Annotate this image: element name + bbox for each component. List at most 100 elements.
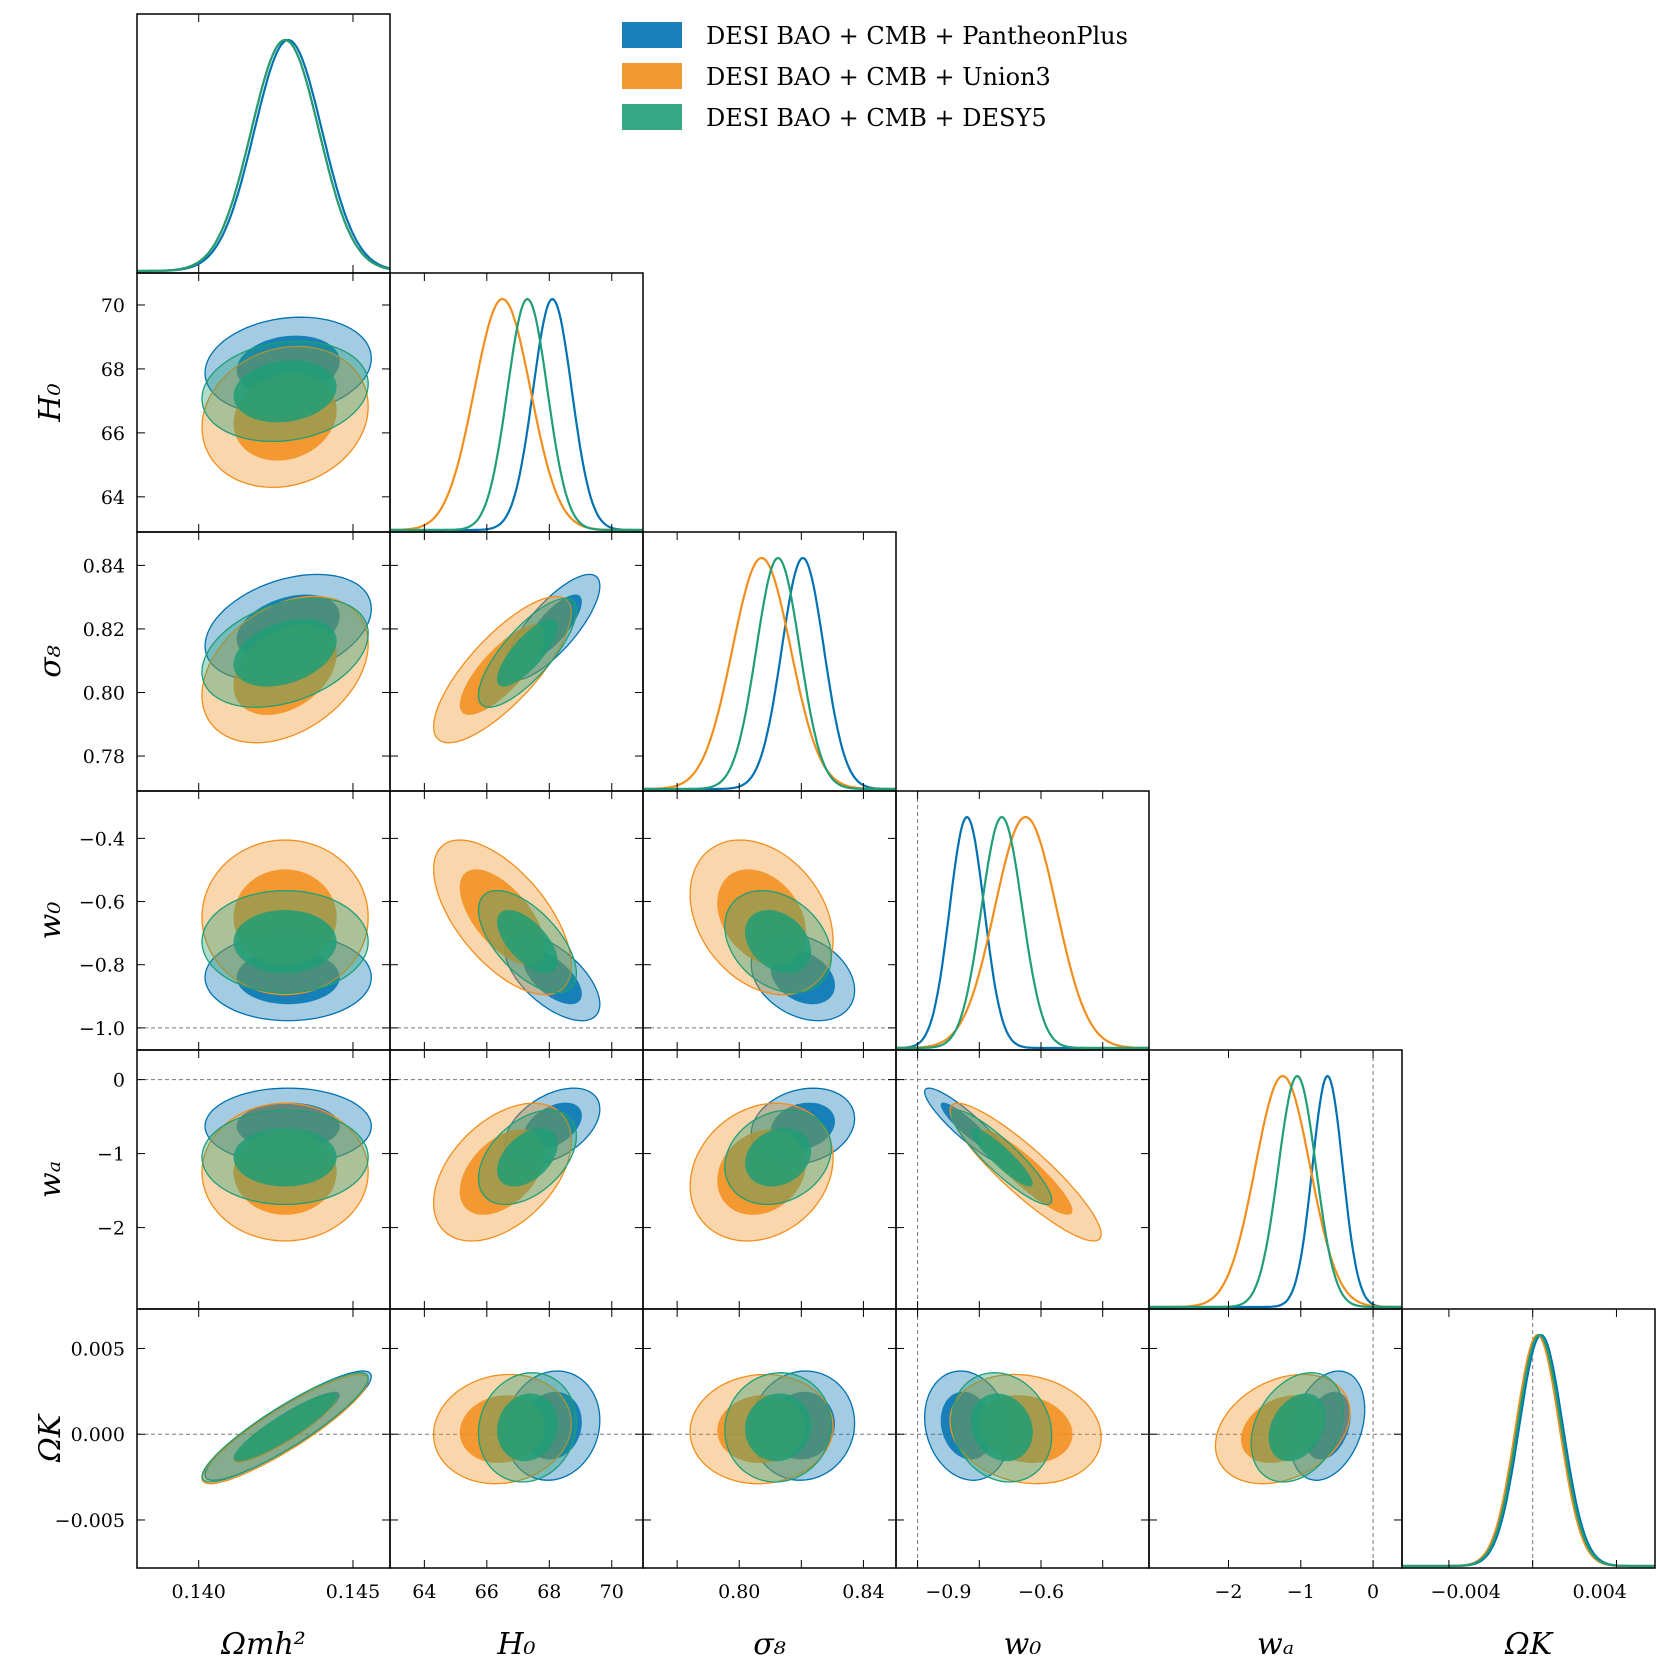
x-tick-label: 0.145 [326,1581,380,1603]
panel-Ok-vs-wa [1149,1309,1402,1568]
marginal-curve [1402,1333,1655,1568]
x-tick-label: 0.004 [1573,1581,1627,1603]
y-tick-label: −0.6 [79,892,125,914]
y-tick-label: 70 [101,295,125,317]
marginal-curve [1402,1333,1655,1568]
y-axis-title-H0: H₀ [33,383,68,422]
legend-label: DESI BAO + CMB + PantheonPlus [706,22,1128,50]
contour-68 [970,1128,1033,1187]
y-tick-label: −0.005 [55,1510,125,1532]
legend-label: DESI BAO + CMB + Union3 [706,63,1051,91]
y-tick-label: 0 [113,1070,125,1092]
x-axis-title-H0: H₀ [496,1627,535,1660]
contour-68 [233,1128,337,1187]
y-axis-title-Ok: ΩK [33,1413,68,1463]
panel-Ok-vs-s8 [643,1370,896,1485]
x-axis-title-s8: σ₈ [753,1627,786,1660]
x-tick-label: 0.80 [718,1581,760,1603]
panel-s8-vs-s8 [643,556,896,791]
panel-s8-vs-omh2 [201,573,372,744]
x-tick-label: 64 [412,1581,436,1603]
x-tick-label: 68 [537,1581,561,1603]
panel-wa-vs-w0 [896,1050,1149,1309]
panel-Ok-vs-w0 [896,1309,1149,1568]
y-tick-label: −1 [97,1144,125,1166]
contour-68 [497,1393,558,1462]
y-tick-label: 0.005 [71,1338,125,1360]
panel-Ok-vs-omh2 [137,1370,390,1485]
x-tick-label: −0.6 [1018,1581,1064,1603]
panel-frame [642,531,897,792]
marginal-curve [896,815,1149,1050]
marginal-curve [1149,1074,1402,1309]
y-tick-label: 0.78 [83,746,125,768]
y-axis-title-s8: σ₈ [33,645,68,678]
panel-w0-vs-s8 [643,839,896,1029]
contour-68 [233,618,337,687]
panel-w0-vs-H0 [390,839,643,1029]
contour-68 [233,360,337,423]
contour-68 [1268,1393,1326,1462]
y-tick-label: −0.4 [79,828,125,850]
legend-swatch [622,104,682,130]
y-axis-title-wa: wₐ [33,1161,68,1198]
panel-s8-vs-H0 [432,573,601,744]
legend-swatch [622,22,682,48]
panel-w0-vs-omh2 [137,839,390,1029]
x-tick-label: 70 [600,1581,624,1603]
panel-w0-vs-w0 [896,791,1149,1050]
contour-68 [745,1128,812,1187]
y-tick-label: 68 [101,359,125,381]
x-tick-label: −1 [1287,1581,1315,1603]
contour-68 [497,1128,558,1187]
panel-H0-vs-H0 [390,297,643,532]
y-tick-label: −1.0 [79,1018,125,1040]
y-tick-label: 0.80 [83,682,125,704]
y-tick-label: 0.000 [71,1424,125,1446]
x-tick-label: −0.004 [1431,1581,1501,1603]
x-tick-label: 0 [1367,1581,1379,1603]
marginal-curve [643,556,896,791]
y-tick-label: 64 [101,487,125,509]
panel-wa-vs-s8 [643,1079,896,1242]
y-tick-label: −2 [97,1218,125,1240]
panels-layer: 64 66 68 70 H₀ 0.78 0.80 0.82 0.84 σ₈ −1.0 −0.8 −0.6… [33,13,1656,1660]
x-tick-label: 0.84 [842,1581,884,1603]
panel-wa-vs-wa [1149,1050,1402,1309]
x-axis-title-w0: w₀ [1004,1627,1042,1660]
marginal-curve [643,556,896,791]
contour-68 [233,1393,337,1462]
contour-68 [745,1393,812,1462]
x-tick-label: 66 [475,1581,499,1603]
contour-68 [233,910,337,974]
y-tick-label: 0.84 [83,555,125,577]
panel-wa-vs-omh2 [137,1079,390,1242]
panel-Ok-vs-H0 [390,1370,643,1485]
contour-68 [970,1393,1033,1462]
legend: DESI BAO + CMB + PantheonPlus DESI BAO + … [622,22,1128,132]
marginal-curve [643,556,896,791]
x-tick-label: 0.140 [172,1581,226,1603]
contour-68 [497,910,558,974]
panel-frame [389,272,644,533]
x-tick-label: −0.9 [925,1581,971,1603]
panel-H0-vs-omh2 [201,316,372,489]
x-axis-title-omh2: Ωmh² [220,1627,306,1660]
x-axis-title-Ok: ΩK [1504,1627,1554,1660]
legend-label: DESI BAO + CMB + DESY5 [706,104,1047,132]
legend-swatch [622,63,682,89]
y-tick-label: −0.8 [79,955,125,977]
contour-68 [497,618,558,687]
x-axis-title-wa: wₐ [1257,1627,1294,1660]
marginal-curve [896,815,1149,1050]
y-tick-label: 0.82 [83,619,125,641]
x-tick-label: −2 [1215,1581,1243,1603]
y-tick-label: 66 [101,423,125,445]
panel-omh2-vs-omh2 [137,38,390,273]
marginal-curve [896,815,1149,1050]
panel-frame [1148,1049,1403,1310]
contour-68 [745,910,812,974]
marginal-curve [390,297,643,532]
y-axis-title-w0: w₀ [33,902,68,940]
